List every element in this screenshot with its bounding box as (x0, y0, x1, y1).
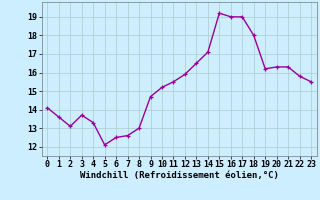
X-axis label: Windchill (Refroidissement éolien,°C): Windchill (Refroidissement éolien,°C) (80, 171, 279, 180)
